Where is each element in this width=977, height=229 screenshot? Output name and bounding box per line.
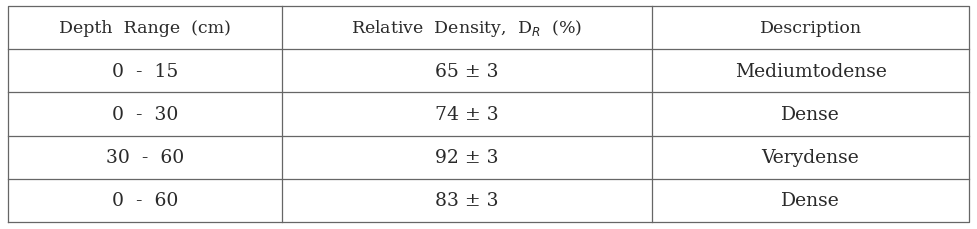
Text: 30  -  60: 30 - 60 bbox=[106, 149, 184, 166]
Text: Dense: Dense bbox=[782, 192, 840, 210]
Text: 0  -  15: 0 - 15 bbox=[111, 63, 178, 80]
Text: Relative  Density,  D$_R$  (%): Relative Density, D$_R$ (%) bbox=[352, 18, 582, 39]
Text: Depth  Range  (cm): Depth Range (cm) bbox=[59, 20, 231, 37]
Text: Description: Description bbox=[759, 20, 862, 37]
Text: 74 ± 3: 74 ± 3 bbox=[435, 106, 498, 123]
Text: Dense: Dense bbox=[782, 106, 840, 123]
Text: 92 ± 3: 92 ± 3 bbox=[435, 149, 498, 166]
Text: Mediumtodense: Mediumtodense bbox=[735, 63, 886, 80]
Text: 65 ± 3: 65 ± 3 bbox=[435, 63, 498, 80]
Text: 0  -  30: 0 - 30 bbox=[111, 106, 178, 123]
Text: Verydense: Verydense bbox=[762, 149, 860, 166]
Text: 83 ± 3: 83 ± 3 bbox=[435, 192, 498, 210]
Text: 0  -  60: 0 - 60 bbox=[111, 192, 178, 210]
